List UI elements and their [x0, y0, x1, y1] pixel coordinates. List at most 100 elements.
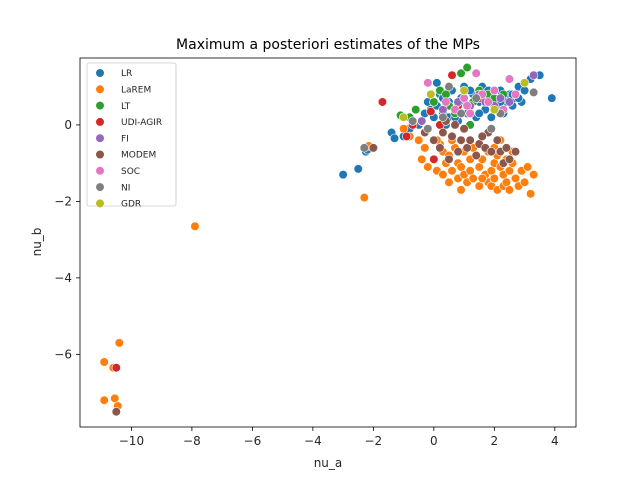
data-point-udi-agir [402, 131, 412, 141]
data-point-larem [486, 166, 496, 176]
data-point-ni [529, 87, 539, 98]
data-point-soc [471, 68, 481, 78]
x-axis: −10 −8 −6 −4 −2 0 2 4 [119, 427, 559, 448]
data-point-ni [456, 108, 466, 119]
data-point-fi [504, 97, 515, 107]
data-point-larem [420, 143, 430, 153]
x-axis-label: nu_a [314, 456, 343, 470]
legend: LR LaREM LT UDI-AGIR FI MODEM SOC NI GDR [86, 62, 177, 210]
data-point-udi-agir [426, 106, 436, 117]
data-point-modem [459, 124, 469, 134]
data-point-modem [438, 127, 448, 138]
x-tick-label: −2 [365, 434, 383, 448]
data-point-soc [510, 89, 521, 99]
data-point-gdr [426, 89, 436, 99]
data-point-larem [526, 189, 536, 199]
data-point-soc [462, 101, 472, 111]
legend-label: NI [121, 183, 130, 193]
y-tick-label: −2 [54, 194, 72, 208]
data-point-soc [504, 74, 515, 84]
y-axis-label: nu_b [30, 228, 44, 257]
legend-marker [95, 68, 105, 78]
data-point-modem [501, 143, 512, 153]
data-point-lr [519, 85, 530, 96]
data-point-udi-agir [447, 70, 457, 80]
data-point-modem [486, 147, 496, 157]
x-tick-label: 0 [430, 434, 438, 448]
data-point-soc [423, 78, 433, 88]
legend-label: SOC [121, 167, 140, 177]
data-point-larem [417, 154, 427, 164]
x-tick-label: 4 [551, 434, 559, 448]
data-point-larem [523, 162, 533, 172]
data-point-modem [450, 120, 460, 130]
data-point-soc [441, 97, 451, 107]
x-tick-label: −6 [244, 434, 262, 448]
data-point-larem [438, 170, 448, 180]
data-point-larem [477, 173, 487, 184]
data-point-larem [529, 170, 539, 180]
data-point-larem [359, 192, 369, 203]
data-point-ni [423, 124, 433, 134]
data-point-larem [114, 338, 124, 348]
data-point-modem [477, 131, 487, 141]
data-point-gdr [489, 105, 499, 115]
legend-label: LaREM [121, 86, 151, 96]
data-point-larem [489, 173, 499, 184]
data-point-larem [110, 393, 120, 403]
data-point-lr [432, 78, 442, 88]
data-point-fi [529, 70, 539, 80]
data-point-larem [504, 185, 515, 195]
data-point-modem [504, 154, 515, 164]
data-point-larem [456, 162, 466, 172]
data-point-larem [474, 162, 484, 172]
legend-marker [95, 149, 105, 160]
data-point-lt [429, 97, 439, 107]
data-point-ni [444, 82, 454, 92]
data-point-modem [456, 135, 466, 145]
data-point-larem [99, 357, 109, 367]
data-point-modem [447, 131, 457, 141]
data-point-soc [483, 97, 493, 107]
data-point-ni [359, 143, 369, 153]
data-point-larem [504, 166, 515, 176]
legend-label: MODEM [121, 151, 156, 161]
data-point-modem [429, 135, 439, 145]
data-point-modem [444, 154, 454, 164]
y-tick-label: 0 [64, 118, 72, 132]
data-point-larem [456, 185, 466, 195]
data-point-fi [417, 116, 427, 126]
data-point-larem [414, 135, 424, 145]
data-point-lr [389, 133, 400, 143]
data-point-lt [441, 89, 451, 99]
legend-label: UDI-AGIR [121, 118, 162, 128]
x-tick-label: −10 [119, 434, 144, 448]
legend-marker [95, 198, 105, 208]
data-point-udi-agir [377, 97, 388, 107]
data-point-modem [368, 143, 378, 153]
data-point-modem [510, 147, 521, 157]
legend-marker [95, 117, 105, 127]
data-point-udi-agir [429, 154, 439, 164]
data-point-lt [456, 68, 466, 78]
data-point-larem [468, 173, 478, 184]
y-tick-label: −4 [54, 271, 72, 285]
data-point-modem [435, 143, 445, 153]
data-point-soc [465, 108, 475, 119]
data-point-modem [471, 150, 481, 161]
data-point-ni [486, 124, 496, 134]
data-point-larem [399, 124, 409, 134]
data-point-udi-agir [111, 363, 121, 373]
chart-title: Maximum a posteriori estimates of the MP… [176, 37, 480, 53]
data-point-gdr [459, 85, 469, 96]
data-point-modem [492, 135, 502, 145]
legend-marker [95, 100, 105, 111]
data-point-lr [486, 112, 496, 122]
data-point-lr [474, 108, 484, 119]
legend-label: LT [121, 102, 131, 112]
data-point-larem [447, 166, 457, 176]
data-point-gdr [399, 112, 409, 122]
x-tick-label: −8 [183, 434, 201, 448]
legend-frame [86, 62, 177, 207]
data-point-ni [471, 93, 481, 103]
